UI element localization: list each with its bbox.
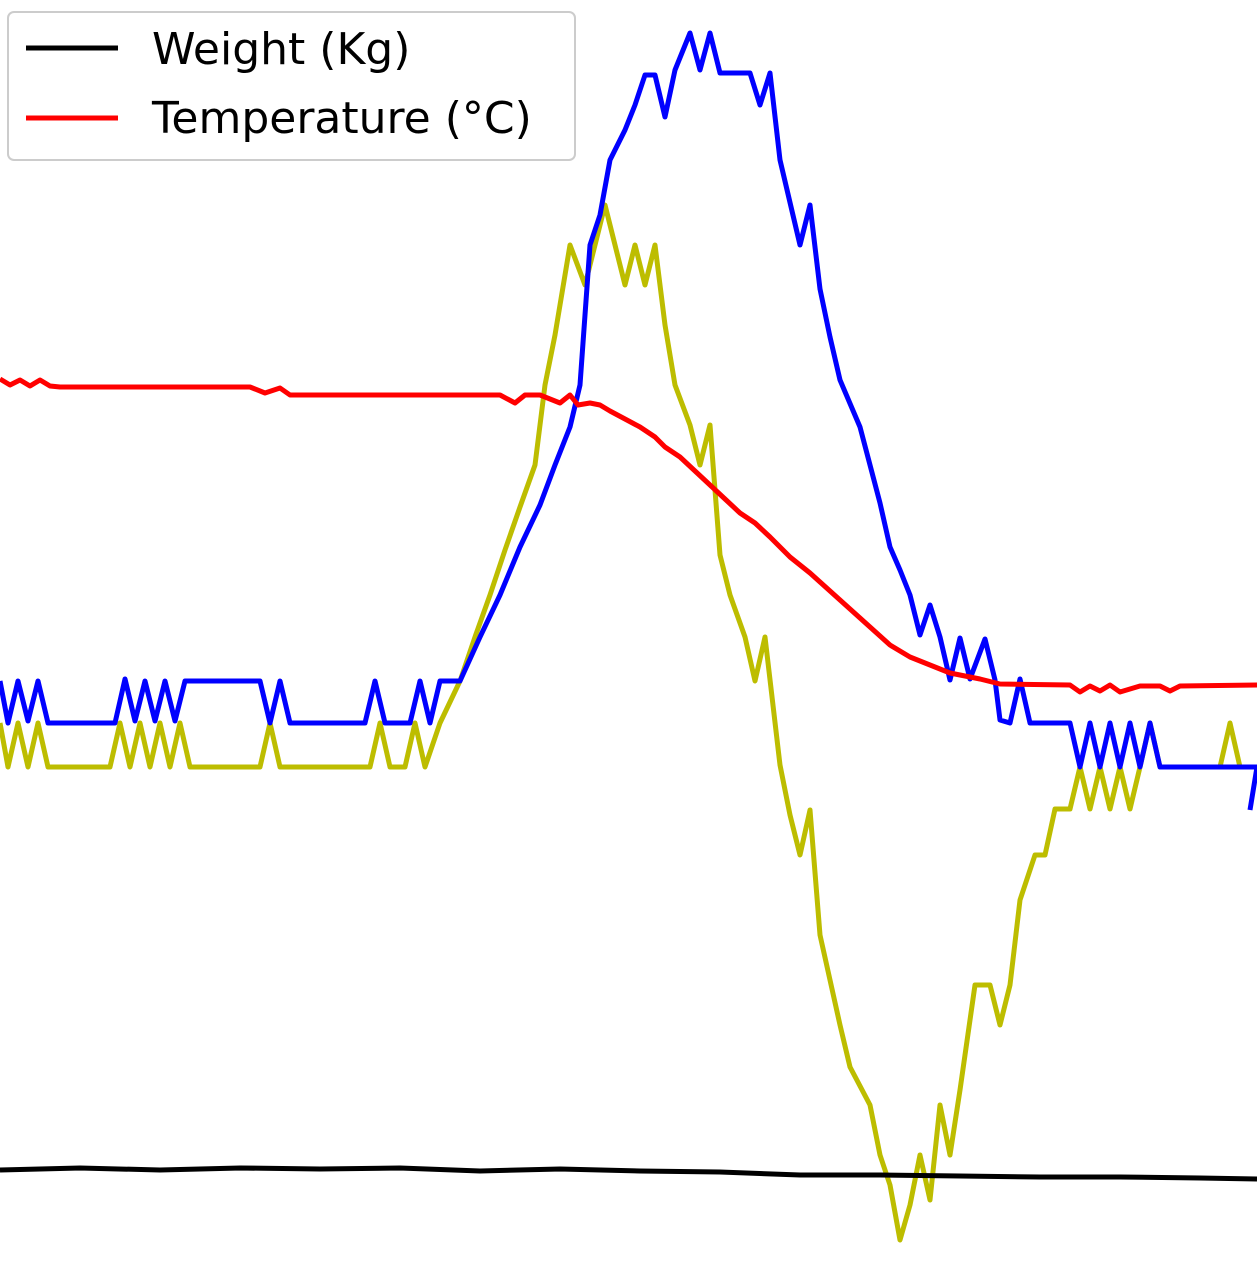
legend-label-weight: Weight (Kg) (152, 24, 410, 75)
series-layer (0, 30, 1257, 1243)
series-line-0 (0, 1165, 1257, 1182)
series-line-2 (0, 30, 1257, 811)
series-line-1 (0, 376, 1257, 695)
legend-box (7, 11, 576, 161)
legend: Weight (Kg) Temperature (°C) (7, 11, 576, 161)
series-line-3 (0, 202, 1257, 1243)
legend-label-temperature: Temperature (°C) (151, 93, 532, 144)
